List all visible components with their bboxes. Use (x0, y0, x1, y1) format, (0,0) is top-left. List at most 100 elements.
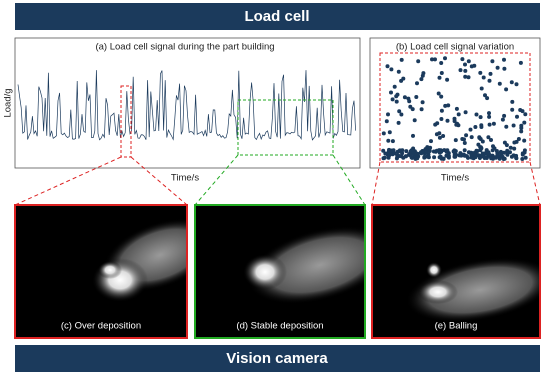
scatter-dot (419, 107, 424, 112)
scatter-dot (502, 113, 507, 118)
scatter-dot (500, 117, 505, 122)
scatter-dot (466, 150, 471, 155)
image-d: (d) Stable deposition (194, 204, 366, 339)
scatter-dot (430, 57, 434, 62)
scatter-dot (505, 150, 510, 154)
scatter-dot (519, 129, 524, 134)
scatter-dot (483, 155, 488, 160)
scatter-dot (466, 75, 471, 80)
scatter-dot (386, 138, 391, 143)
scatter-dot (518, 60, 523, 65)
scatter-dot (516, 137, 521, 141)
scatter-dot (437, 155, 442, 160)
scatter-dot (399, 57, 404, 62)
scatter-dot (463, 68, 468, 73)
scatter-dot (409, 155, 414, 160)
scatter-dot (489, 138, 493, 142)
scatter-dot (439, 149, 444, 154)
scatter-dot (389, 148, 393, 153)
scatter-dot (475, 149, 480, 153)
scatter-dot (479, 86, 484, 91)
scatter-dot (490, 148, 495, 153)
scatter-dot (445, 77, 450, 82)
scatter-dot (523, 112, 528, 117)
scatter-dot (390, 139, 395, 144)
scatter-dot (477, 156, 482, 160)
scatter-dot (520, 157, 525, 161)
scatter (381, 56, 528, 161)
scatter-dot (457, 153, 462, 158)
scatter-dot (495, 65, 500, 70)
scatter-dot (477, 135, 482, 140)
scatter-dot (463, 74, 468, 79)
scatter-dot (463, 110, 468, 115)
panel-a-title: (a) Load cell signal during the part bui… (95, 42, 274, 53)
scatter-dot (392, 84, 397, 89)
scatter-dot (480, 139, 485, 144)
scatter-dot (495, 151, 500, 156)
scatter-dot (396, 69, 401, 74)
scatter-dot (497, 81, 502, 86)
scatter-dot (381, 148, 386, 153)
scatter-dot (490, 59, 495, 64)
scatter-dot (491, 144, 495, 149)
connectors (14, 154, 541, 206)
scatter-dot (383, 151, 388, 156)
scatter-dot (424, 150, 429, 155)
scatter-dot (436, 91, 441, 96)
scatter-dot (508, 145, 513, 150)
scatter-dot (462, 137, 466, 142)
scatter-dot (454, 122, 459, 127)
scatter-dot (489, 156, 494, 161)
scatter-dot (461, 152, 466, 157)
scatter-dot (411, 149, 416, 154)
scatter-dot (406, 96, 411, 101)
scatter-dot (502, 57, 506, 62)
scatter-dot (432, 155, 437, 160)
scatter-dot (437, 135, 442, 140)
scatter-dot (510, 99, 515, 104)
scatter-dot (443, 103, 448, 108)
scatter-dot (481, 75, 486, 80)
scatter-dot (435, 121, 440, 126)
scatter-dot (502, 156, 507, 161)
scatter-dot (401, 76, 406, 81)
scatter-dot (523, 155, 528, 160)
scatter-dot (414, 151, 419, 156)
scatter-dot (478, 148, 483, 153)
scatter-dot (396, 120, 401, 125)
scatter-dot (445, 118, 450, 123)
scatter-dot (514, 82, 519, 87)
scatter-dot (452, 148, 457, 153)
footer-title: Vision camera (226, 350, 328, 367)
scatter-dot (404, 149, 409, 154)
scatter-dot (485, 151, 490, 156)
scatter-dot (441, 134, 446, 138)
scatter-dot (427, 149, 432, 153)
scatter-dot (487, 111, 491, 116)
scatter-dot (472, 63, 477, 68)
scatter-dot (485, 96, 490, 101)
image-c: (c) Over deposition (14, 204, 188, 339)
scatter-dot (472, 153, 477, 157)
scatter-dot (410, 107, 415, 112)
scatter-dot (499, 151, 504, 156)
scatter-dot (384, 119, 389, 124)
scatter-dot (452, 116, 457, 121)
scatter-dot (414, 95, 419, 99)
scatter-dot (511, 123, 516, 128)
scatter-dot (429, 139, 433, 144)
scatter-dot (402, 95, 407, 100)
scatter-dot (452, 154, 457, 159)
scatter-dot (443, 56, 447, 61)
scatter-dot (464, 133, 469, 138)
caption: (c) Over deposition (61, 321, 141, 332)
scatter-dot (439, 117, 444, 121)
scatter-dot (419, 77, 424, 82)
scatter-dot (423, 147, 428, 152)
scatter-dot (522, 138, 527, 143)
scatter-dot (510, 107, 515, 112)
scatter-dot (512, 146, 517, 151)
signal-line (17, 70, 356, 141)
scatter-dot (421, 71, 426, 76)
